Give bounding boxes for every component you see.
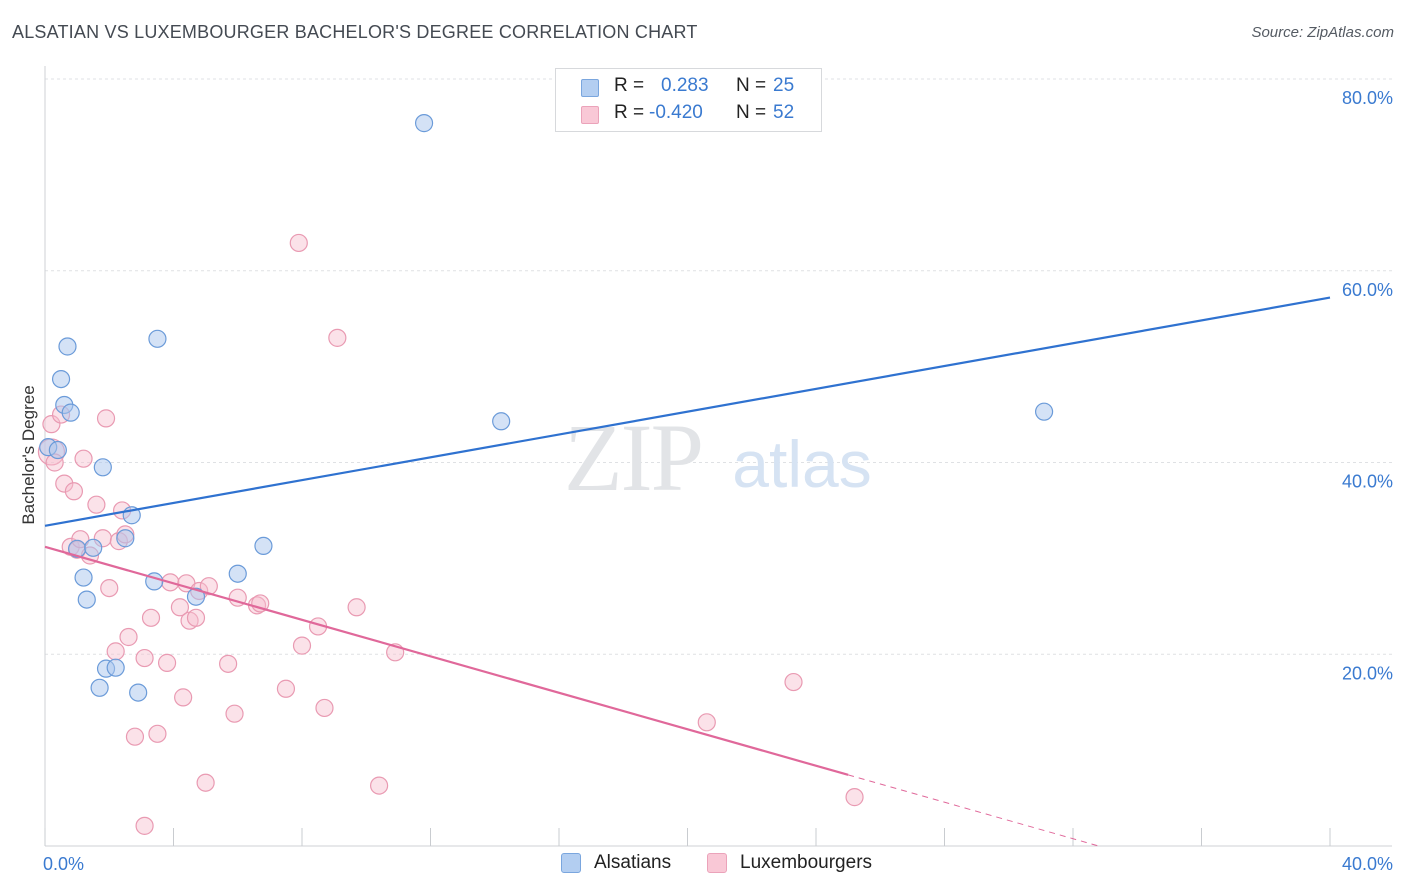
- luxembourgers-point: [74, 449, 93, 468]
- luxembourgers-point: [170, 598, 190, 617]
- source-credit: Source: ZipAtlas.com: [1251, 24, 1394, 41]
- legend-r-label: R =: [614, 102, 645, 123]
- alsatians-point: [48, 440, 67, 460]
- luxembourgers-point: [219, 654, 238, 673]
- luxembourgers-point: [135, 816, 154, 835]
- luxembourgers-point: [42, 415, 61, 434]
- luxembourgers-point: [174, 688, 193, 707]
- alsatians-point: [106, 658, 125, 677]
- luxembourgers-point: [100, 578, 119, 598]
- alsatians-trend-line: [44, 296, 1331, 527]
- legend-r-value: 0.283: [661, 75, 709, 96]
- trend-lines: [44, 296, 1331, 847]
- alsatians-point: [129, 683, 148, 702]
- y-tick-label: 40.0%: [1342, 472, 1393, 492]
- luxembourgers-point: [55, 474, 74, 493]
- luxembourgers-swatch: [581, 106, 599, 124]
- legend-row-alsatians: R = 0.283 N = 25: [556, 75, 821, 101]
- alsatians-point: [74, 568, 93, 587]
- alsatians-swatch: [581, 79, 599, 97]
- alsatians-point: [93, 458, 112, 477]
- luxembourgers-point: [148, 724, 167, 743]
- alsatians-point: [1034, 402, 1054, 421]
- luxembourgers-point: [157, 653, 177, 672]
- x-tick-label: 0.0%: [43, 854, 84, 874]
- alsatians-point: [84, 538, 103, 557]
- luxembourgers-point: [784, 672, 803, 692]
- luxembourgers-legend-label: Luxembourgers: [740, 852, 873, 873]
- y-tick-label: 80.0%: [1342, 88, 1393, 108]
- chart-title: ALSATIAN VS LUXEMBOURGER BACHELOR'S DEGR…: [12, 22, 698, 42]
- alsatians-point: [51, 369, 71, 389]
- alsatians-point: [116, 529, 135, 548]
- luxembourgers-point: [276, 679, 296, 698]
- legend-r-value: -0.420: [649, 102, 703, 123]
- luxembourgers-trend-extension: [847, 774, 1099, 847]
- luxembourgers-point: [196, 773, 215, 792]
- tick-labels: 20.0% 40.0% 60.0% 80.0% 0.0% 40.0%: [43, 88, 1393, 874]
- gridlines: [45, 78, 1392, 655]
- luxembourgers-point: [845, 788, 864, 807]
- alsatians-point: [90, 678, 109, 697]
- y-tick-label: 20.0%: [1342, 663, 1393, 683]
- luxembourgers-point: [289, 233, 308, 253]
- y-tick-label: 60.0%: [1342, 280, 1393, 300]
- alsatians-legend-label: Alsatians: [594, 852, 672, 873]
- luxembourgers-trend-line: [44, 545, 849, 776]
- alsatians-point: [77, 590, 96, 609]
- luxembourgers-point: [315, 698, 334, 718]
- luxembourgers-point: [697, 713, 716, 732]
- alsatians-point: [58, 337, 77, 356]
- y-axis-label: Bachelor's Degree: [19, 385, 38, 524]
- luxembourgers-legend-swatch: [707, 853, 727, 873]
- watermark-zip: ZIP: [564, 404, 702, 511]
- luxembourgers-point: [64, 482, 84, 501]
- legend-row-luxembourgers: R = -0.420 N = 52: [556, 102, 821, 128]
- luxembourgers-point: [370, 776, 389, 795]
- luxembourgers-point: [292, 636, 312, 655]
- legend-n-label: N =: [736, 75, 767, 96]
- luxembourgers-point: [186, 608, 206, 627]
- legend-n-value: 25: [773, 75, 795, 96]
- alsatians-point: [492, 412, 511, 431]
- luxembourgers-point: [135, 648, 154, 668]
- luxembourgers-point: [125, 727, 145, 746]
- alsatians-point: [148, 329, 167, 348]
- watermark: ZIP atlas: [564, 404, 872, 511]
- axes: [44, 66, 1392, 847]
- alsatians-point: [228, 564, 247, 583]
- stats-legend: R = 0.283 N = 25 R = -0.420 N = 52: [555, 68, 822, 132]
- watermark-atlas: atlas: [732, 427, 871, 501]
- x-tick-label: 40.0%: [1342, 854, 1393, 874]
- luxembourgers-point: [199, 577, 218, 596]
- legend-r-label: R =: [614, 75, 645, 96]
- luxembourgers-point: [347, 598, 366, 617]
- alsatians-point: [61, 403, 80, 422]
- alsatians-point: [414, 114, 434, 133]
- luxembourgers-point: [119, 627, 138, 647]
- luxembourgers-point: [87, 495, 106, 514]
- luxembourgers-point: [96, 409, 116, 428]
- luxembourgers-point: [106, 642, 125, 661]
- luxembourgers-point: [328, 328, 347, 347]
- luxembourgers-point: [141, 608, 161, 627]
- alsatians-points: [39, 114, 1054, 702]
- alsatians-point: [186, 587, 206, 606]
- legend-n-value: 52: [773, 102, 795, 123]
- legend-n-label: N =: [736, 102, 767, 123]
- alsatians-point: [254, 536, 273, 556]
- alsatians-legend-swatch: [561, 853, 581, 873]
- luxembourgers-point: [225, 704, 244, 723]
